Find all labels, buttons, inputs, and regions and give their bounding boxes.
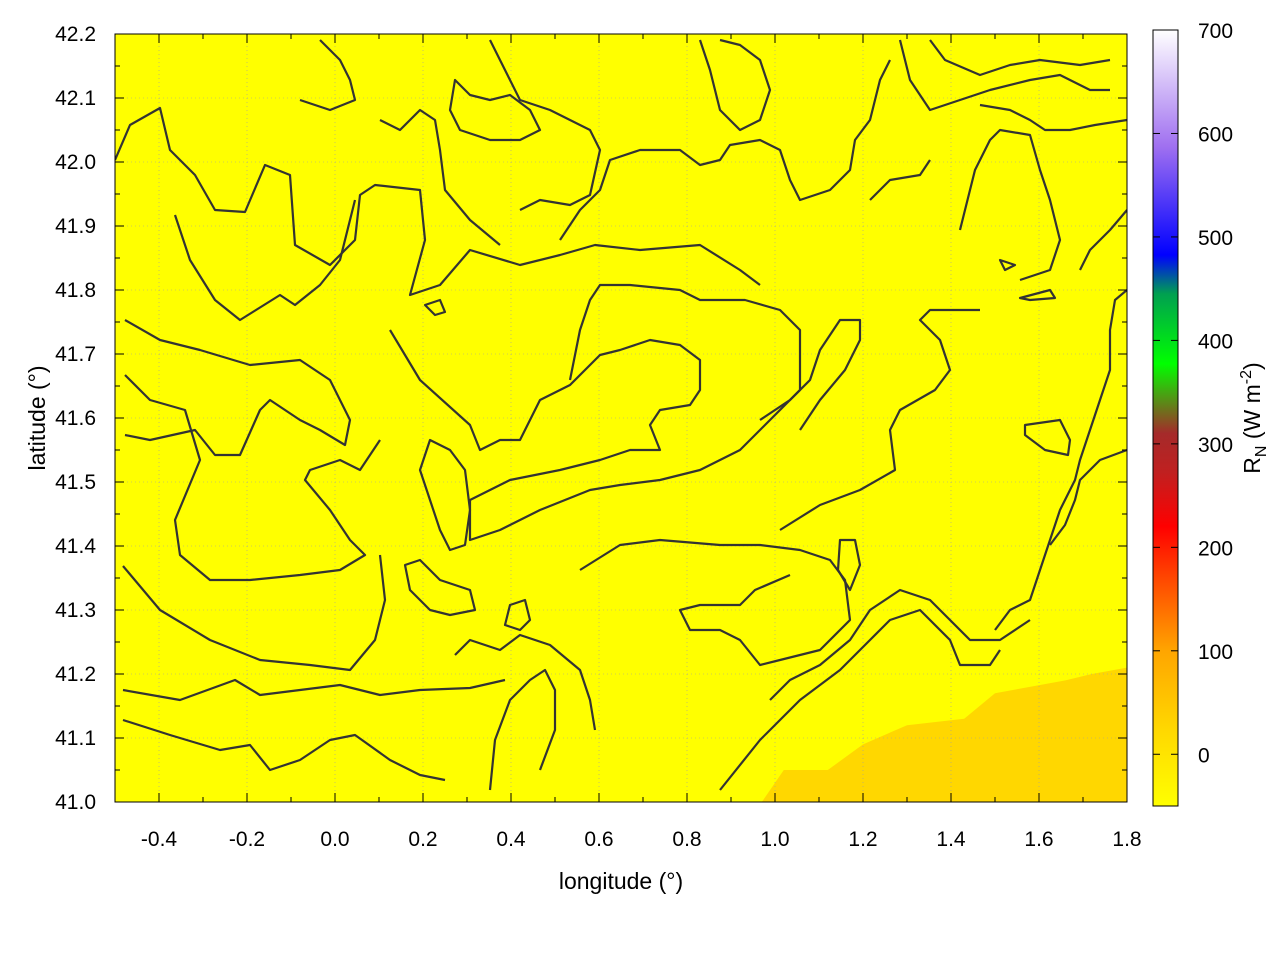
y-tick-label: 41.9 [55, 215, 96, 238]
contour-line [929, 39, 1111, 77]
colorbar-tick-label: 600 [1198, 123, 1233, 146]
colorbar [1152, 29, 1179, 807]
y-tick-label: 41.6 [55, 407, 96, 430]
x-tick-label: 0.2 [408, 828, 437, 851]
y-tick-label: 41.4 [55, 535, 96, 558]
contour-line [418, 438, 472, 552]
colorbar-tick-label: 300 [1198, 434, 1233, 457]
contour-line [173, 199, 357, 322]
contour-line [836, 538, 862, 592]
x-tick-label: 0.0 [320, 828, 349, 851]
x-tick-label: 1.6 [1024, 828, 1053, 851]
x-axis-label: longitude (°) [559, 868, 683, 894]
contour-line [122, 554, 387, 672]
colorbar-ticks: 0 100 200 300 400 500 600 700 [1153, 20, 1233, 767]
colorbar-tick-label: 200 [1198, 537, 1233, 560]
contour-line [299, 39, 357, 112]
contour-line [448, 78, 542, 142]
contour-line [998, 258, 1017, 272]
x-tick-label: 1.4 [936, 828, 966, 851]
colorbar-tick-label: 0 [1198, 744, 1210, 767]
contour-line [423, 298, 447, 317]
y-tick-label: 41.8 [55, 279, 96, 302]
contour-lines [115, 38, 1127, 791]
contour-line [898, 39, 1110, 112]
colorbar-label: RN (W m-2) [1238, 362, 1270, 473]
x-tick-label: 0.4 [496, 828, 526, 851]
colorbar-tick-label: 100 [1198, 641, 1233, 664]
contour-line [779, 308, 980, 531]
y-tick-label: 42.2 [55, 23, 96, 46]
contour-line [488, 668, 557, 791]
x-tick-label: 1.0 [760, 828, 789, 851]
contour-line [1023, 418, 1072, 457]
lower-value-region [761, 667, 1127, 802]
x-tick-label: 1.2 [848, 828, 877, 851]
colorbar-tick-label: 700 [1198, 20, 1233, 43]
contour-line [979, 103, 1127, 132]
x-tick-label: 1.8 [1112, 828, 1141, 851]
y-tick-label: 41.0 [55, 791, 96, 814]
y-tick-label: 41.1 [55, 727, 96, 750]
contour-line [698, 38, 772, 132]
contour-line [454, 633, 597, 731]
x-tick-label: 0.6 [584, 828, 613, 851]
colorbar-tick-label: 400 [1198, 330, 1233, 353]
contour-line [958, 128, 1062, 282]
contour-line [124, 319, 352, 457]
y-tick-label: 42.0 [55, 151, 96, 174]
contour-line [579, 538, 852, 667]
y-tick-label: 41.7 [55, 343, 96, 366]
contour-line [389, 283, 802, 542]
y-tick-label: 41.2 [55, 663, 96, 686]
x-tick-label: 0.8 [672, 828, 701, 851]
colorbar-tick-label: 500 [1198, 227, 1233, 250]
y-tick-labels: 41.0 41.1 41.2 41.3 41.4 41.5 41.6 41.7 41.8 41.9… [55, 23, 96, 814]
contour-line [403, 558, 477, 617]
x-tick-labels: -0.4 -0.2 0.0 0.2 0.4 0.6 0.8 1.0 1.2 1.4 1.6 1.8 [141, 828, 1142, 851]
contour-line [719, 608, 1001, 791]
y-tick-label: 41.5 [55, 471, 96, 494]
axis-ticks [114, 33, 1128, 803]
y-tick-label: 41.3 [55, 599, 96, 622]
y-tick-label: 42.1 [55, 87, 96, 110]
contour-line [379, 108, 501, 246]
contour-line [122, 678, 506, 702]
x-tick-label: -0.4 [141, 828, 178, 851]
contour-line [759, 318, 862, 431]
heatmap-field [761, 667, 1127, 802]
contour-line [1018, 288, 1057, 302]
y-axis-label: latitude (°) [24, 365, 50, 470]
contour-line [869, 159, 931, 201]
contour-line [489, 39, 602, 211]
contour-line [994, 289, 1127, 631]
contour-line [115, 106, 761, 297]
contour-line [503, 598, 532, 632]
contour-line [769, 588, 1031, 701]
contour-line [122, 718, 446, 782]
contour-line [1079, 209, 1127, 271]
x-tick-label: -0.2 [229, 828, 265, 851]
contour-line [559, 59, 891, 241]
contour-line [124, 374, 381, 582]
contour-line [1049, 448, 1127, 546]
